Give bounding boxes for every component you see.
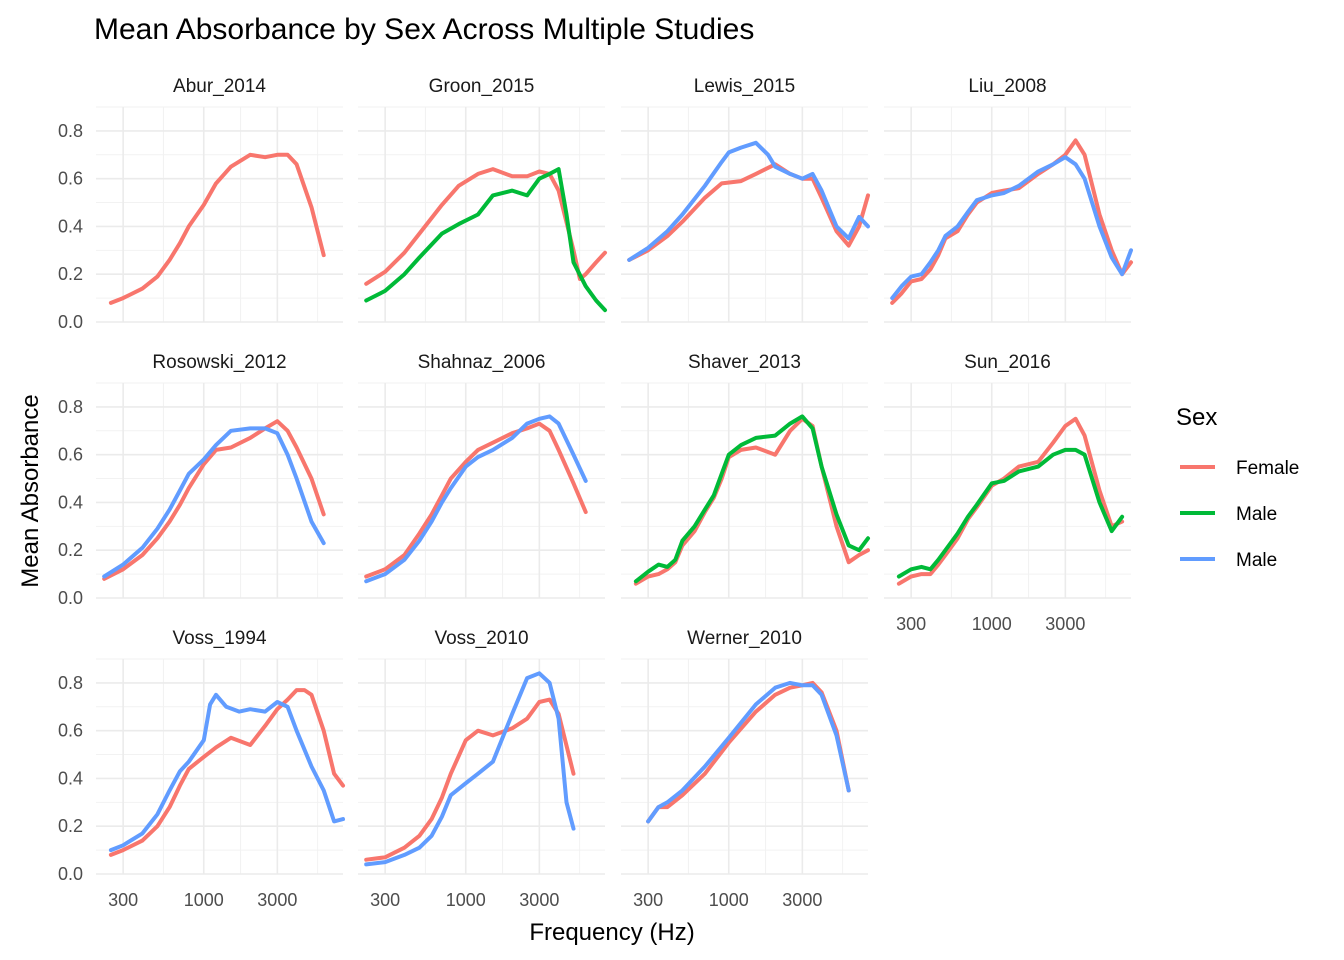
facet-panel: Voss_1994 0.0 0.2 0.4 0.6 0.8 300 1000 3000 [58,628,345,910]
facet-strip-label: Liu_2008 [968,76,1046,97]
facet-strip-label: Rosowski_2012 [152,352,286,373]
chart-title: Mean Absorbance by Sex Across Multiple S… [94,13,754,46]
series-line-female [646,680,851,824]
facet-panels: Abur_2014 0.0 0.2 0.4 0.6 0.8 Groon_2015 Lewis_… [58,76,1133,910]
y-tick-label: 0.0 [58,588,83,608]
facet-strip-label: Sun_2016 [964,352,1051,373]
x-tick-label: 3000 [782,890,822,910]
legend-entry-label: Female [1236,458,1299,479]
series-line-female [364,697,576,862]
legend: Sex Female Male Male [1176,404,1299,571]
x-tick-label: 1000 [709,890,749,910]
x-axis-title: Frequency (Hz) [529,919,694,946]
y-tick-label: 0.2 [58,816,83,836]
facet-panel: Shaver_2013 [621,352,870,599]
series-line-female [102,419,326,581]
facet-strip-label: Shahnaz_2006 [418,352,546,373]
y-tick-label: 0.2 [58,540,83,560]
y-tick-label: 0.6 [58,169,83,189]
facet-panel: Liu_2008 [884,76,1133,323]
x-tick-label: 3000 [257,890,297,910]
y-tick-label: 0.2 [58,264,83,284]
facet-strip-label: Voss_2010 [434,628,528,649]
facet-panel: Groon_2015 [358,76,607,323]
facet-panel: Sun_2016 300 1000 3000 [884,352,1131,634]
facet-panel: Shahnaz_2006 [358,352,605,599]
series-line-male-green [896,447,1125,579]
facet-panel: Rosowski_2012 0.0 0.2 0.4 0.6 0.8 [58,352,343,608]
series-line-male-blue [890,155,1133,301]
series-line-male-green [364,167,607,313]
facet-panel: Lewis_2015 [621,76,870,323]
series-line-male-green [633,414,870,584]
x-tick-label: 300 [370,890,400,910]
y-tick-label: 0.8 [58,397,83,417]
facet-strip-label: Lewis_2015 [694,76,795,97]
x-tick-label: 300 [108,890,138,910]
legend-title: Sex [1176,404,1217,431]
facet-strip-label: Werner_2010 [687,628,802,649]
legend-entry-label: Male [1236,504,1277,525]
y-axis-title: Mean Absorbance [17,394,44,587]
y-tick-label: 0.4 [58,216,83,236]
series-line-female [896,416,1125,586]
y-tick-label: 0.4 [58,492,83,512]
x-tick-label: 3000 [1045,614,1085,634]
x-tick-label: 300 [896,614,926,634]
series-line-male-blue [108,692,345,853]
series-line-female [364,421,588,579]
x-tick-label: 1000 [184,890,224,910]
series-line-male-blue [646,680,851,824]
series-line-male-blue [364,414,588,584]
y-tick-label: 0.0 [58,864,83,884]
facet-panel: Werner_2010 300 1000 3000 [621,628,868,910]
series-line-female [108,152,326,305]
series-line-male-blue [627,140,870,262]
y-tick-label: 0.8 [58,121,83,141]
facet-strip-label: Voss_1994 [172,628,266,649]
facet-panel: Voss_2010 300 1000 3000 [358,628,605,910]
x-tick-label: 3000 [519,890,559,910]
facet-strip-label: Abur_2014 [173,76,266,97]
series-line-female [890,138,1133,305]
x-tick-label: 1000 [972,614,1012,634]
y-tick-label: 0.4 [58,768,83,788]
facet-panel: Abur_2014 0.0 0.2 0.4 0.6 0.8 [58,76,343,332]
y-tick-label: 0.0 [58,312,83,332]
facet-strip-label: Shaver_2013 [688,352,801,373]
y-tick-label: 0.8 [58,673,83,693]
x-tick-label: 300 [633,890,663,910]
x-tick-label: 1000 [446,890,486,910]
facet-strip-label: Groon_2015 [429,76,535,97]
series-line-female [108,688,345,857]
series-line-male-blue [364,671,576,867]
y-tick-label: 0.6 [58,445,83,465]
legend-entry-label: Male [1236,550,1277,571]
y-tick-label: 0.6 [58,721,83,741]
series-line-male-blue [102,426,326,579]
